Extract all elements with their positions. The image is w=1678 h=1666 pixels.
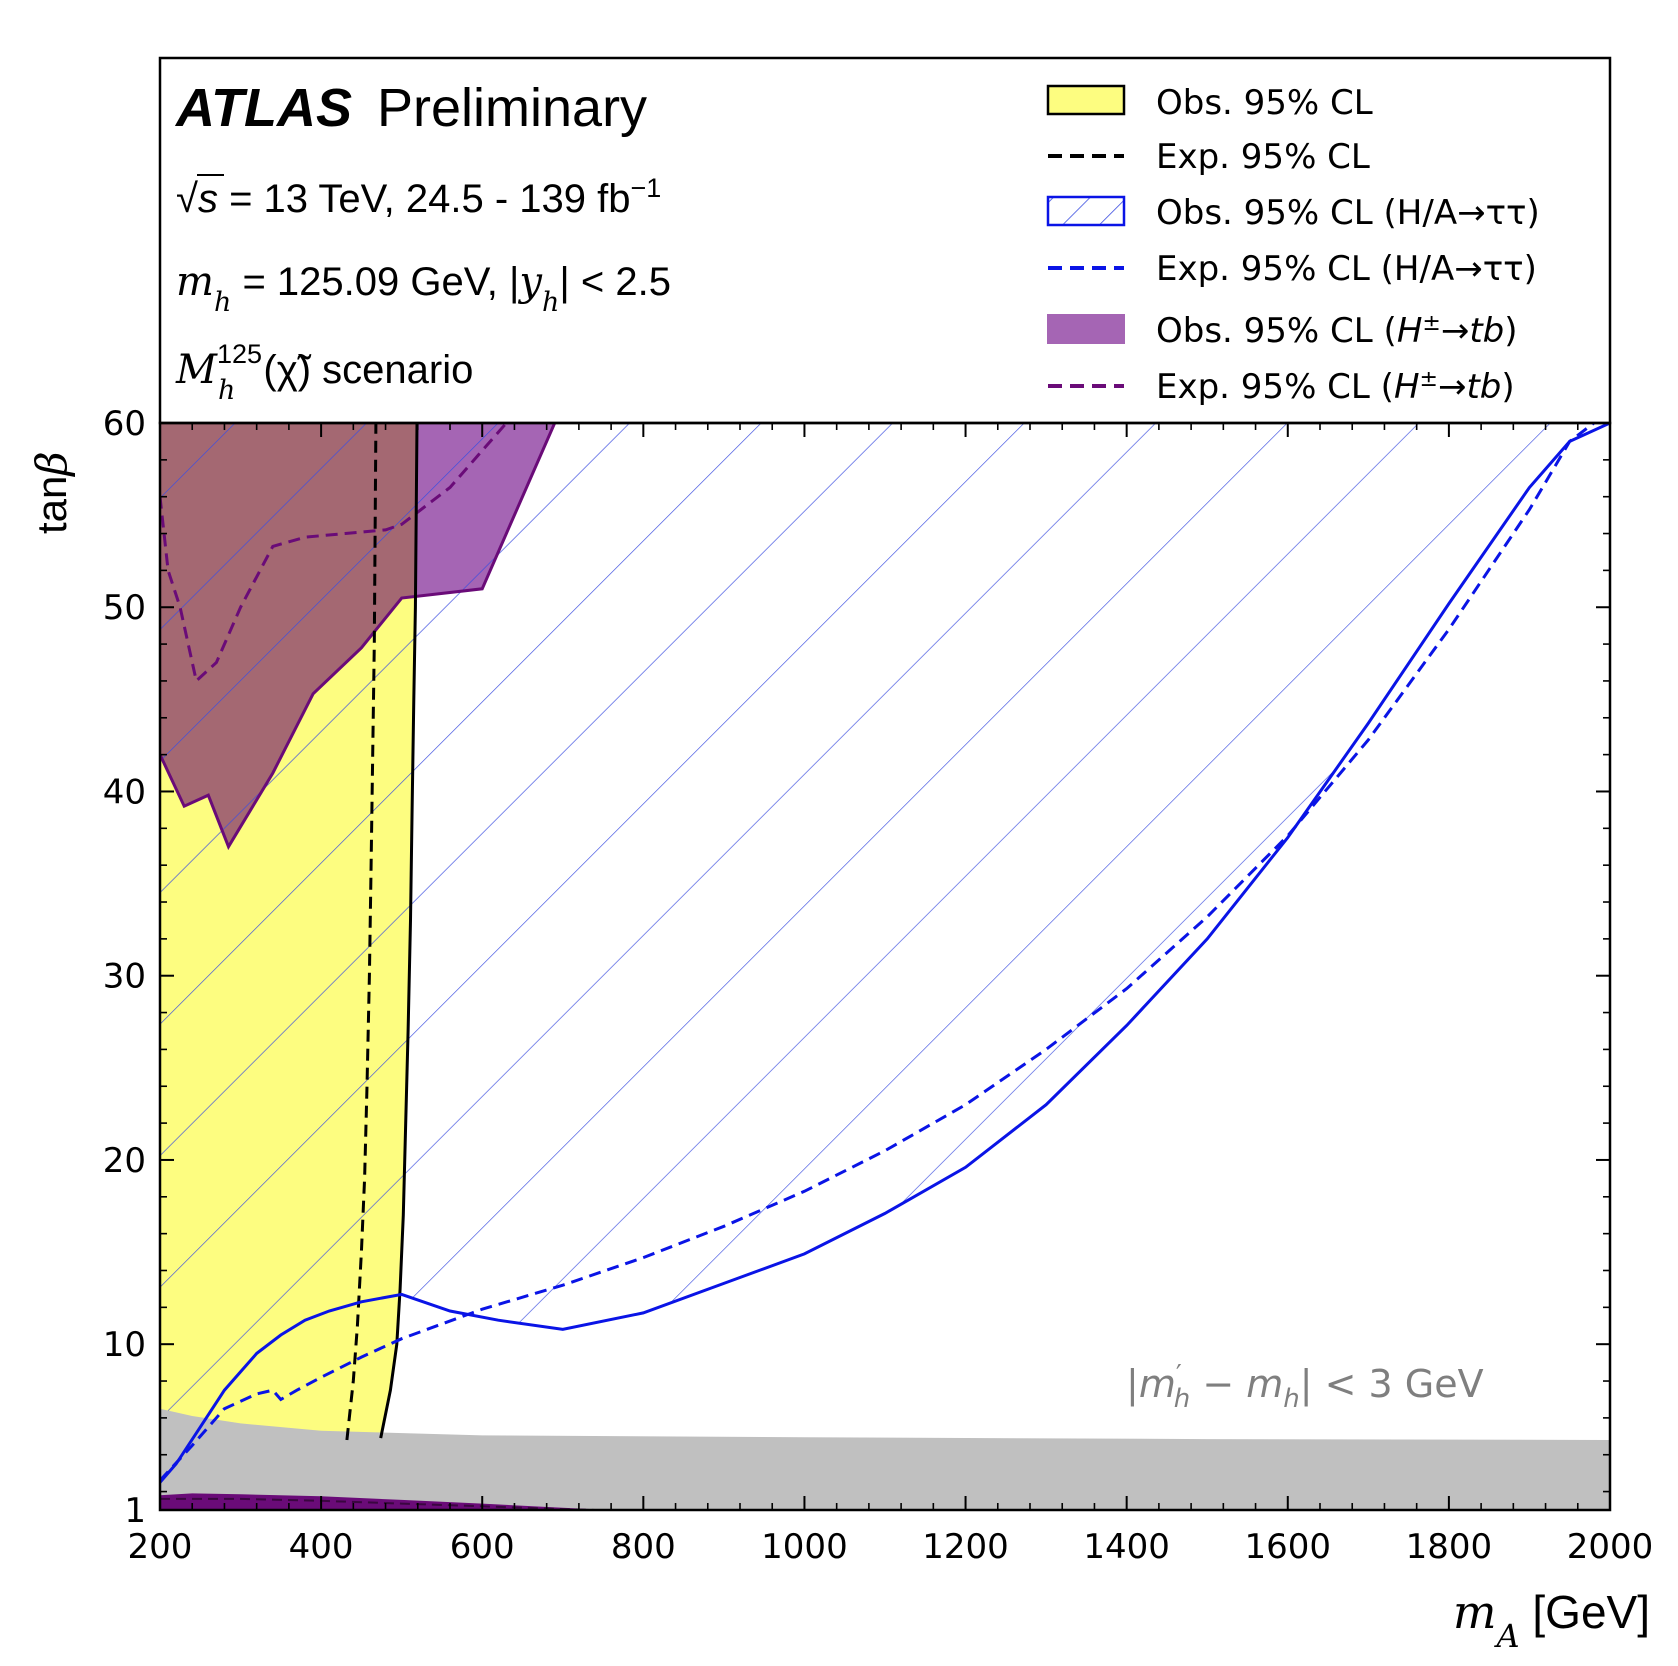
exclusion-regions	[160, 423, 1610, 1483]
x-tick-label: 1000	[761, 1527, 848, 1567]
legend-label-obs-tautau: Obs. 95% CL (H/A→ττ)	[1156, 193, 1540, 233]
x-axis-label: mA [GeV]	[1453, 1585, 1650, 1655]
x-tick-label: 1400	[1083, 1527, 1170, 1567]
legend-label-obs: Obs. 95% CL	[1156, 83, 1373, 123]
axis-tick-labels: 200 400 600 800 1000 1200 1400 1600 1800 2000 1 10 2…	[103, 404, 1654, 1567]
exp-contour	[345, 423, 378, 1441]
x-tick-label: 600	[450, 1527, 515, 1567]
mass-window-band	[160, 1408, 1610, 1510]
y-axis-label: tanβ	[27, 451, 76, 534]
y-tick-label: 10	[103, 1325, 146, 1365]
limit-curves	[160, 423, 1610, 1510]
x-tick-label: 1200	[922, 1527, 1009, 1567]
y-tick-label: 40	[103, 772, 146, 812]
x-tick-label: 2000	[1567, 1527, 1654, 1567]
y-tick-label: 30	[103, 957, 146, 997]
plot-frame	[158, 421, 1612, 1512]
higgs-mass-line: mh = 125.09 GeV, |yh| < 2.5	[176, 259, 671, 318]
legend-label-exp-tautau: Exp. 95% CL (H/A→ττ)	[1156, 249, 1537, 289]
x-tick-label: 800	[611, 1527, 676, 1567]
x-tick-label: 200	[128, 1527, 193, 1567]
x-tick-label: 1600	[1245, 1527, 1332, 1567]
legend-label-obs-tb: Obs. 95% CL (H±→tb)	[1156, 311, 1518, 352]
y-tick-label: 50	[103, 588, 146, 628]
axis-ticks	[159, 422, 1611, 1511]
energy-lumi-line: √s = 13 TeV, 24.5 - 139 fb−1	[176, 173, 661, 221]
obs-tautau-contour	[160, 423, 1610, 1484]
y-tick-label: 60	[103, 404, 146, 444]
obs-tb-contour	[160, 423, 557, 851]
x-tick-label: 400	[289, 1527, 354, 1567]
mass-window-annotation: |m′ h − mh| < 3 GeV	[1126, 1360, 1484, 1414]
y-tick-label: 1	[124, 1491, 146, 1531]
obs-tautau-hatched-region	[160, 423, 1610, 1483]
x-tick-label: 1800	[1406, 1527, 1493, 1567]
legend-label-exp: Exp. 95% CL	[1156, 137, 1370, 177]
legend-swatch-obs-tautau	[1046, 195, 1126, 227]
obs-tb-low-region	[160, 1493, 612, 1510]
obs-contour	[379, 423, 419, 1439]
legend-label-exp-tb: Exp. 95% CL (H±→tb)	[1156, 367, 1515, 408]
scenario-line: M125 h (χ̃) scenario	[175, 339, 473, 406]
legend: Obs. 95% CL Exp. 95% CL Obs. 95% CL (H/A…	[1046, 83, 1540, 408]
experiment-label: ATLAS Preliminary	[174, 78, 647, 138]
legend-swatch-obs-tb	[1047, 314, 1125, 344]
y-tick-label: 20	[103, 1141, 146, 1181]
exp-tautau-contour	[160, 423, 1595, 1482]
legend-swatch-obs	[1046, 84, 1126, 116]
exp-tb-contour	[160, 423, 508, 684]
